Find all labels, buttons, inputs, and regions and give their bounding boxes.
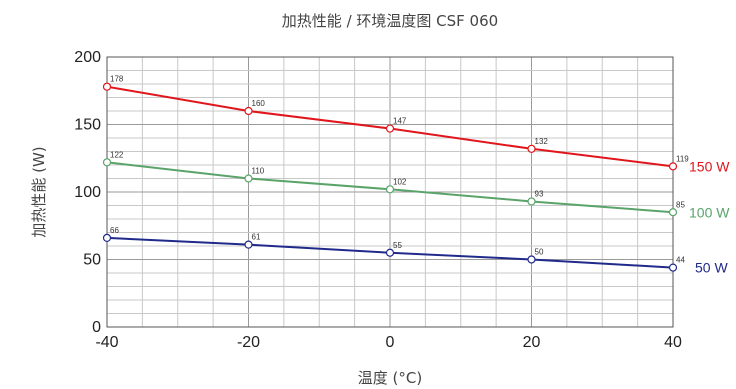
data-label: 50 <box>535 248 544 257</box>
data-point <box>102 82 112 91</box>
y-tick-label: 200 <box>74 49 101 66</box>
y-tick-label: 100 <box>74 184 101 201</box>
data-label: 93 <box>535 189 544 198</box>
chart-title: 加热性能 / 环境温度图 CSF 060 <box>282 12 498 30</box>
data-point <box>527 144 536 153</box>
data-label: 160 <box>252 99 266 108</box>
data-label: 110 <box>252 167 265 176</box>
data-point <box>385 185 395 194</box>
data-point <box>102 233 112 242</box>
y-tick-label: 0 <box>92 319 101 336</box>
y-tick-label: 50 <box>83 252 101 269</box>
data-label: 55 <box>393 241 402 250</box>
series-lines <box>102 82 678 272</box>
x-tick-label: 0 <box>386 334 395 351</box>
y-tick-label: 150 <box>74 117 101 134</box>
data-point <box>385 248 395 257</box>
data-label: 66 <box>110 226 119 235</box>
data-point <box>668 208 678 217</box>
x-tick-label: -40 <box>95 334 118 351</box>
data-point <box>385 124 395 133</box>
data-label: 119 <box>676 154 689 163</box>
data-point <box>668 263 678 272</box>
series-name-label: 50 W <box>695 260 728 276</box>
data-point <box>527 197 536 206</box>
data-label: 122 <box>110 150 124 159</box>
y-axis-label: 加热性能 (W) <box>30 146 48 237</box>
data-label: 178 <box>110 75 124 84</box>
data-label: 85 <box>676 200 685 209</box>
data-label: 132 <box>535 137 549 146</box>
labels: 178 160 147 132 119 150 W 122 110 102 93 85 100 W 66… <box>110 75 730 276</box>
data-label: 102 <box>393 177 407 186</box>
axes: 0 50 100 150 200 -40 -20 0 20 40 <box>74 49 682 351</box>
series-name-label: 100 W <box>689 204 730 220</box>
x-tick-label: 40 <box>664 334 682 351</box>
data-point <box>102 158 112 167</box>
plot-frame <box>106 56 674 328</box>
series-name-label: 150 W <box>689 158 730 174</box>
x-tick-label: 20 <box>523 334 541 351</box>
x-tick-label: -20 <box>237 334 260 351</box>
data-point <box>244 106 253 116</box>
data-label: 61 <box>252 233 261 242</box>
data-label: 44 <box>676 256 685 265</box>
data-point <box>668 162 678 171</box>
x-axis-label: 温度 (°C) <box>358 369 422 387</box>
data-point <box>527 255 536 264</box>
data-label: 147 <box>393 117 407 126</box>
data-point <box>244 240 253 249</box>
data-point <box>244 174 253 183</box>
